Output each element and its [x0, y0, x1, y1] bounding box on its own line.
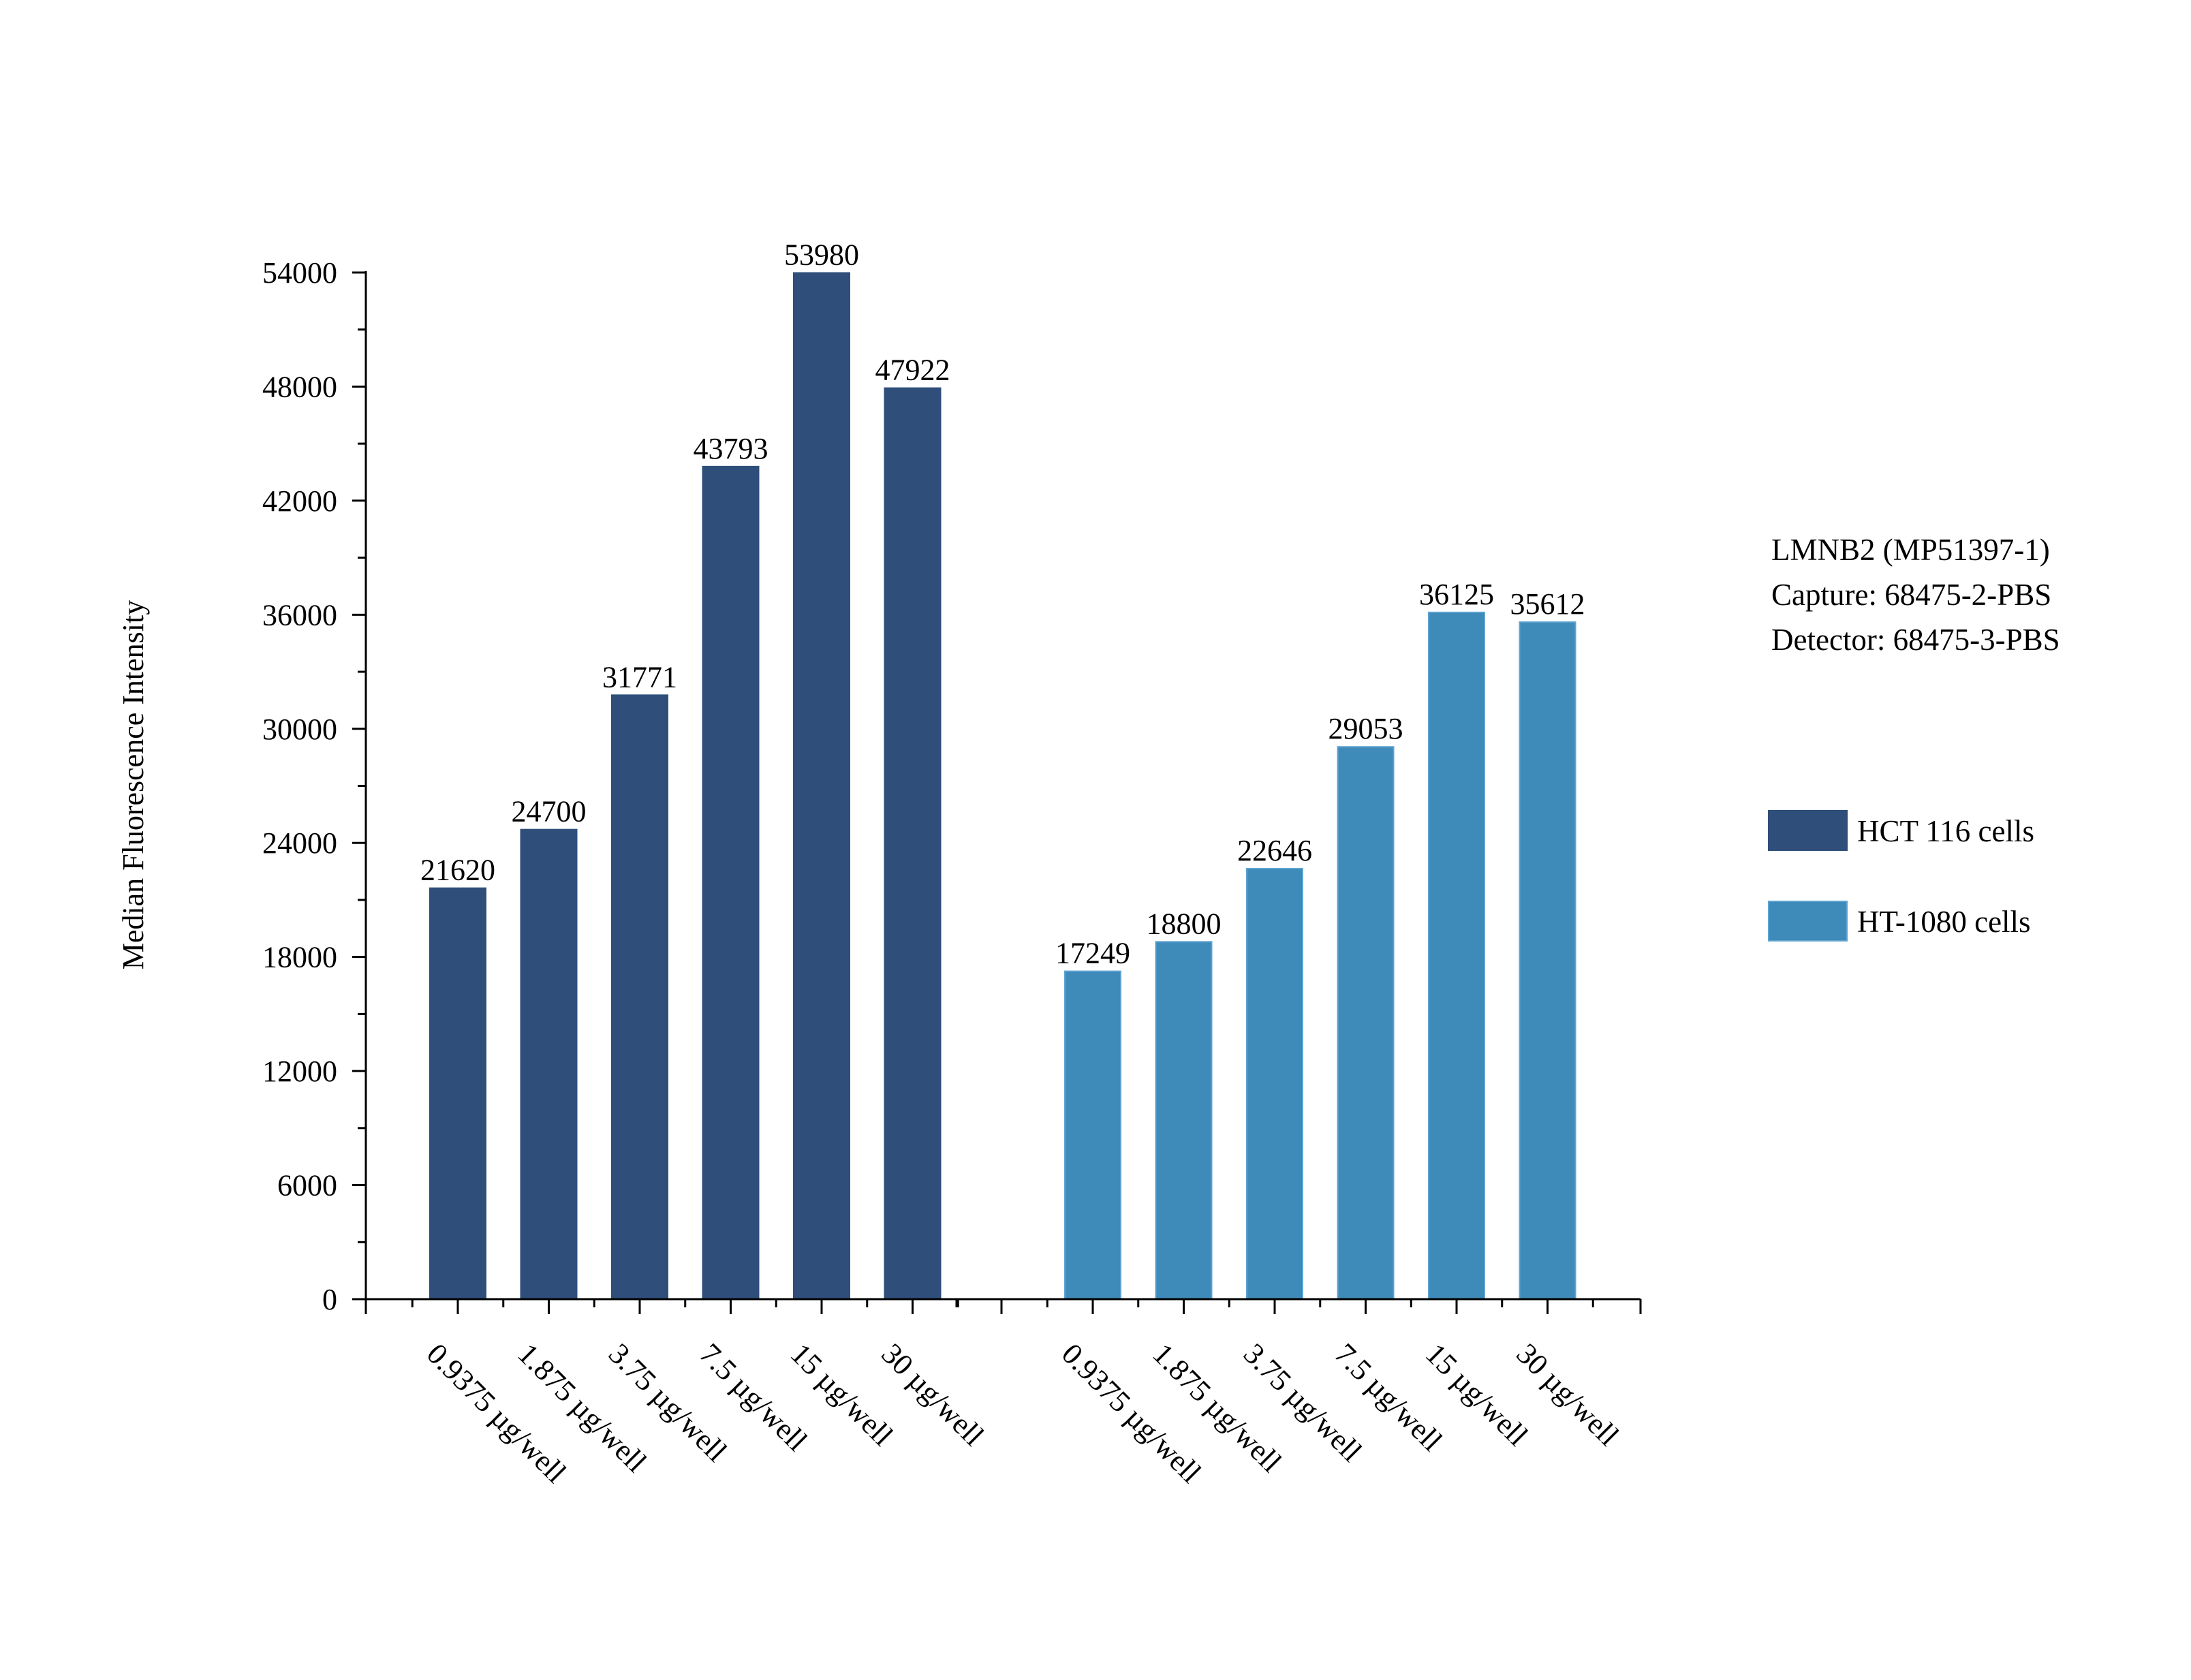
- data-label: 29053: [1328, 712, 1403, 745]
- bar-ht1080-2: [1246, 868, 1303, 1301]
- y-tick-label: 30000: [262, 713, 337, 746]
- data-label: 18800: [1147, 907, 1222, 940]
- bar-hct116-0: [429, 887, 486, 1300]
- bar-ht1080-4: [1428, 611, 1485, 1300]
- y-tick-label: 54000: [262, 256, 337, 290]
- y-tick-label: 0: [322, 1283, 337, 1316]
- y-axis-title: Median Fluorescence Intensity: [116, 600, 150, 970]
- bar-hct116-1: [520, 828, 578, 1300]
- y-tick-label: 24000: [262, 826, 337, 860]
- y-tick-label: 42000: [262, 484, 337, 518]
- data-label: 43793: [694, 432, 768, 465]
- y-tick-label: 36000: [262, 598, 337, 632]
- legend-label: HCT 116 cells: [1857, 814, 2034, 848]
- legend-swatch-ht1080: [1768, 901, 1848, 942]
- info-line: Detector: 68475-3-PBS: [1771, 623, 2060, 657]
- bar-hct116-5: [884, 387, 942, 1300]
- bar-ht1080-5: [1519, 621, 1576, 1300]
- y-tick-label: 18000: [262, 941, 337, 974]
- info-line: Capture: 68475-2-PBS: [1771, 578, 2051, 612]
- data-label: 31771: [602, 660, 677, 694]
- bar-ht1080-3: [1337, 746, 1395, 1300]
- bar-hct116-2: [611, 694, 668, 1300]
- bar-hct116-3: [702, 465, 760, 1300]
- info-line: LMNB2 (MP51397-1): [1771, 533, 2050, 567]
- data-label: 35612: [1510, 587, 1585, 621]
- y-tick-label: 6000: [277, 1169, 337, 1202]
- data-label: 21620: [420, 854, 495, 887]
- data-label: 53980: [784, 238, 859, 272]
- data-label: 24700: [512, 795, 587, 828]
- data-label: 17249: [1055, 937, 1130, 970]
- bar-ht1080-1: [1155, 941, 1213, 1300]
- bar-hct116-4: [793, 272, 850, 1301]
- data-label: 36125: [1419, 578, 1494, 611]
- data-label: 47922: [875, 354, 950, 387]
- legend-swatch-hct116: [1768, 810, 1848, 851]
- y-tick-label: 48000: [262, 370, 337, 403]
- y-tick-label: 12000: [262, 1055, 337, 1088]
- data-label: 22646: [1237, 834, 1312, 867]
- legend-label: HT-1080 cells: [1857, 905, 2031, 939]
- bar-ht1080-0: [1064, 970, 1121, 1300]
